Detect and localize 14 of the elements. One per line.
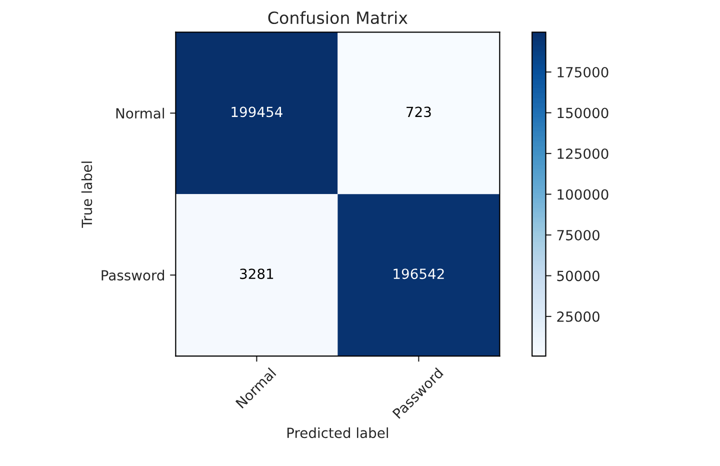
x-axis-title: Predicted label	[287, 427, 388, 438]
data-label: 199454	[232, 106, 282, 118]
y-axis-title: True label	[81, 162, 92, 228]
chart-title: Confusion Matrix	[268, 11, 408, 24]
color-bar-label: 150000	[558, 108, 608, 118]
data-label: 196542	[394, 268, 444, 280]
color-bar-label: 100000	[558, 189, 608, 200]
data-label: 3281	[240, 268, 274, 280]
color-bar-label: 125000	[558, 148, 608, 159]
color-bar-label: 50000	[557, 270, 600, 282]
color-bar-label: 75000	[557, 230, 600, 240]
data-label: 723	[406, 106, 431, 118]
color-bar-label: 25000	[557, 311, 600, 322]
color-bar-label: 175000	[558, 66, 608, 78]
